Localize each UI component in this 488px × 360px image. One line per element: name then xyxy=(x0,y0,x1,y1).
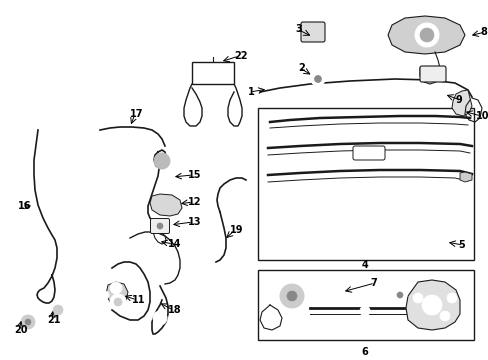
Text: 11: 11 xyxy=(132,295,145,305)
Circle shape xyxy=(414,23,438,47)
Circle shape xyxy=(157,223,163,229)
Circle shape xyxy=(392,288,406,302)
Text: 3: 3 xyxy=(295,24,302,34)
Circle shape xyxy=(113,285,119,291)
Polygon shape xyxy=(106,282,128,304)
Circle shape xyxy=(98,304,110,316)
Bar xyxy=(258,108,473,260)
Text: 18: 18 xyxy=(168,305,181,315)
Text: 15: 15 xyxy=(187,170,201,180)
Circle shape xyxy=(421,295,441,315)
Circle shape xyxy=(314,76,321,82)
Polygon shape xyxy=(405,280,459,330)
FancyBboxPatch shape xyxy=(150,219,169,234)
Circle shape xyxy=(412,293,422,303)
Text: 14: 14 xyxy=(168,239,181,249)
Circle shape xyxy=(101,291,109,299)
Circle shape xyxy=(16,310,40,334)
Text: 13: 13 xyxy=(187,217,201,227)
Circle shape xyxy=(154,153,170,169)
Circle shape xyxy=(25,319,31,325)
Text: 7: 7 xyxy=(369,278,376,288)
Bar xyxy=(258,270,473,340)
Text: 9: 9 xyxy=(454,95,461,105)
Bar xyxy=(192,62,234,84)
Text: 17: 17 xyxy=(130,109,143,119)
Circle shape xyxy=(271,276,311,316)
Text: 16: 16 xyxy=(18,201,31,211)
Circle shape xyxy=(446,293,456,303)
Circle shape xyxy=(101,307,107,313)
Text: 5: 5 xyxy=(457,240,464,250)
Circle shape xyxy=(153,311,167,325)
Text: 20: 20 xyxy=(14,325,27,335)
Text: 4: 4 xyxy=(361,260,367,270)
Text: 22: 22 xyxy=(234,51,247,61)
Text: 19: 19 xyxy=(229,225,243,235)
Polygon shape xyxy=(451,90,471,116)
Circle shape xyxy=(359,306,369,316)
Circle shape xyxy=(286,291,296,301)
Circle shape xyxy=(110,282,122,294)
Circle shape xyxy=(53,305,63,315)
Circle shape xyxy=(49,301,67,319)
FancyBboxPatch shape xyxy=(419,66,445,82)
Text: 1: 1 xyxy=(248,87,254,97)
Text: 2: 2 xyxy=(298,63,305,73)
Text: 8: 8 xyxy=(479,27,486,37)
Circle shape xyxy=(419,28,433,42)
Text: 12: 12 xyxy=(187,197,201,207)
Text: 21: 21 xyxy=(47,315,61,325)
Polygon shape xyxy=(387,16,464,54)
Circle shape xyxy=(110,294,126,310)
Circle shape xyxy=(439,311,449,321)
Circle shape xyxy=(21,315,35,329)
Text: 10: 10 xyxy=(475,111,488,121)
Polygon shape xyxy=(150,194,182,216)
Circle shape xyxy=(396,292,402,298)
Text: 6: 6 xyxy=(361,347,367,357)
FancyBboxPatch shape xyxy=(301,22,325,42)
Circle shape xyxy=(310,72,325,86)
Circle shape xyxy=(425,299,437,311)
FancyBboxPatch shape xyxy=(352,146,384,160)
Circle shape xyxy=(280,284,304,308)
Circle shape xyxy=(114,298,122,306)
Polygon shape xyxy=(459,172,471,182)
